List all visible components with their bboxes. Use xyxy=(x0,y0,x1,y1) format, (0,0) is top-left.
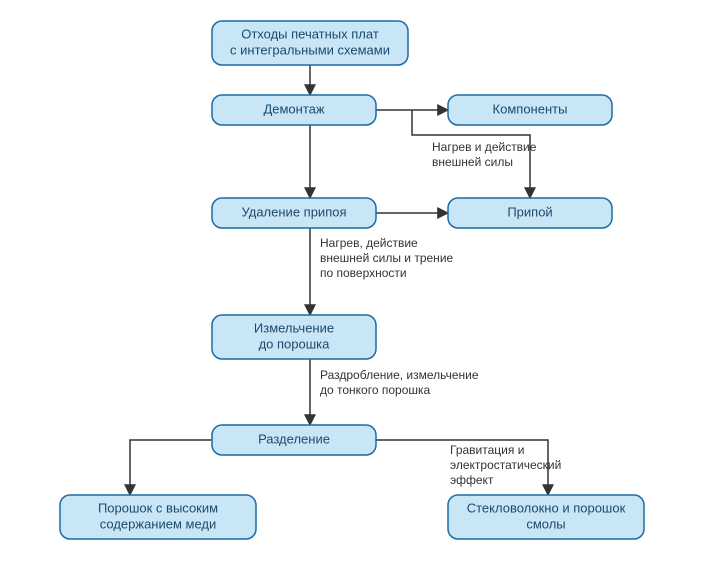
flow-node: Разделение xyxy=(212,425,376,455)
flow-node-label: содержанием меди xyxy=(100,516,217,531)
flow-node: Компоненты xyxy=(448,95,612,125)
flow-annotation: Гравитация и xyxy=(450,443,524,457)
flow-annotation: Раздробление, измельчение xyxy=(320,368,479,382)
flow-node: Припой xyxy=(448,198,612,228)
flow-annotation: внешней силы и трение xyxy=(320,251,454,265)
flow-node-label: смолы xyxy=(526,516,565,531)
flow-node-label: Разделение xyxy=(258,431,330,446)
flow-annotation: внешней силы xyxy=(432,155,513,169)
flow-node-label: Отходы печатных плат xyxy=(241,26,379,41)
flow-node-label: Измельчение xyxy=(254,320,334,335)
flowchart-canvas: Отходы печатных платс интегральными схем… xyxy=(0,0,710,564)
flow-node-label: Компоненты xyxy=(493,101,568,116)
flow-node: Отходы печатных платс интегральными схем… xyxy=(212,21,408,65)
flow-node: Удаление припоя xyxy=(212,198,376,228)
flow-node-label: Удаление припоя xyxy=(242,204,347,219)
flow-node-label: Стекловолокно и порошок xyxy=(467,500,626,515)
flow-annotation: Нагрев и действие xyxy=(432,140,537,154)
flow-node-label: с интегральными схемами xyxy=(230,42,390,57)
flow-annotation: электростатический xyxy=(450,458,561,472)
flow-annotation: до тонкого порошка xyxy=(320,383,431,397)
flow-annotation: Нагрев, действие xyxy=(320,236,418,250)
flow-node: Демонтаж xyxy=(212,95,376,125)
flow-node-label: Припой xyxy=(507,204,552,219)
flow-annotation: по поверхности xyxy=(320,266,407,280)
flow-node: Измельчениедо порошка xyxy=(212,315,376,359)
flow-annotation: эффект xyxy=(450,473,494,487)
flow-node: Стекловолокно и порошоксмолы xyxy=(448,495,644,539)
flow-node: Порошок с высокимсодержанием меди xyxy=(60,495,256,539)
flow-node-label: Порошок с высоким xyxy=(98,500,218,515)
flow-node-label: до порошка xyxy=(259,336,331,351)
flow-node-label: Демонтаж xyxy=(263,101,324,116)
